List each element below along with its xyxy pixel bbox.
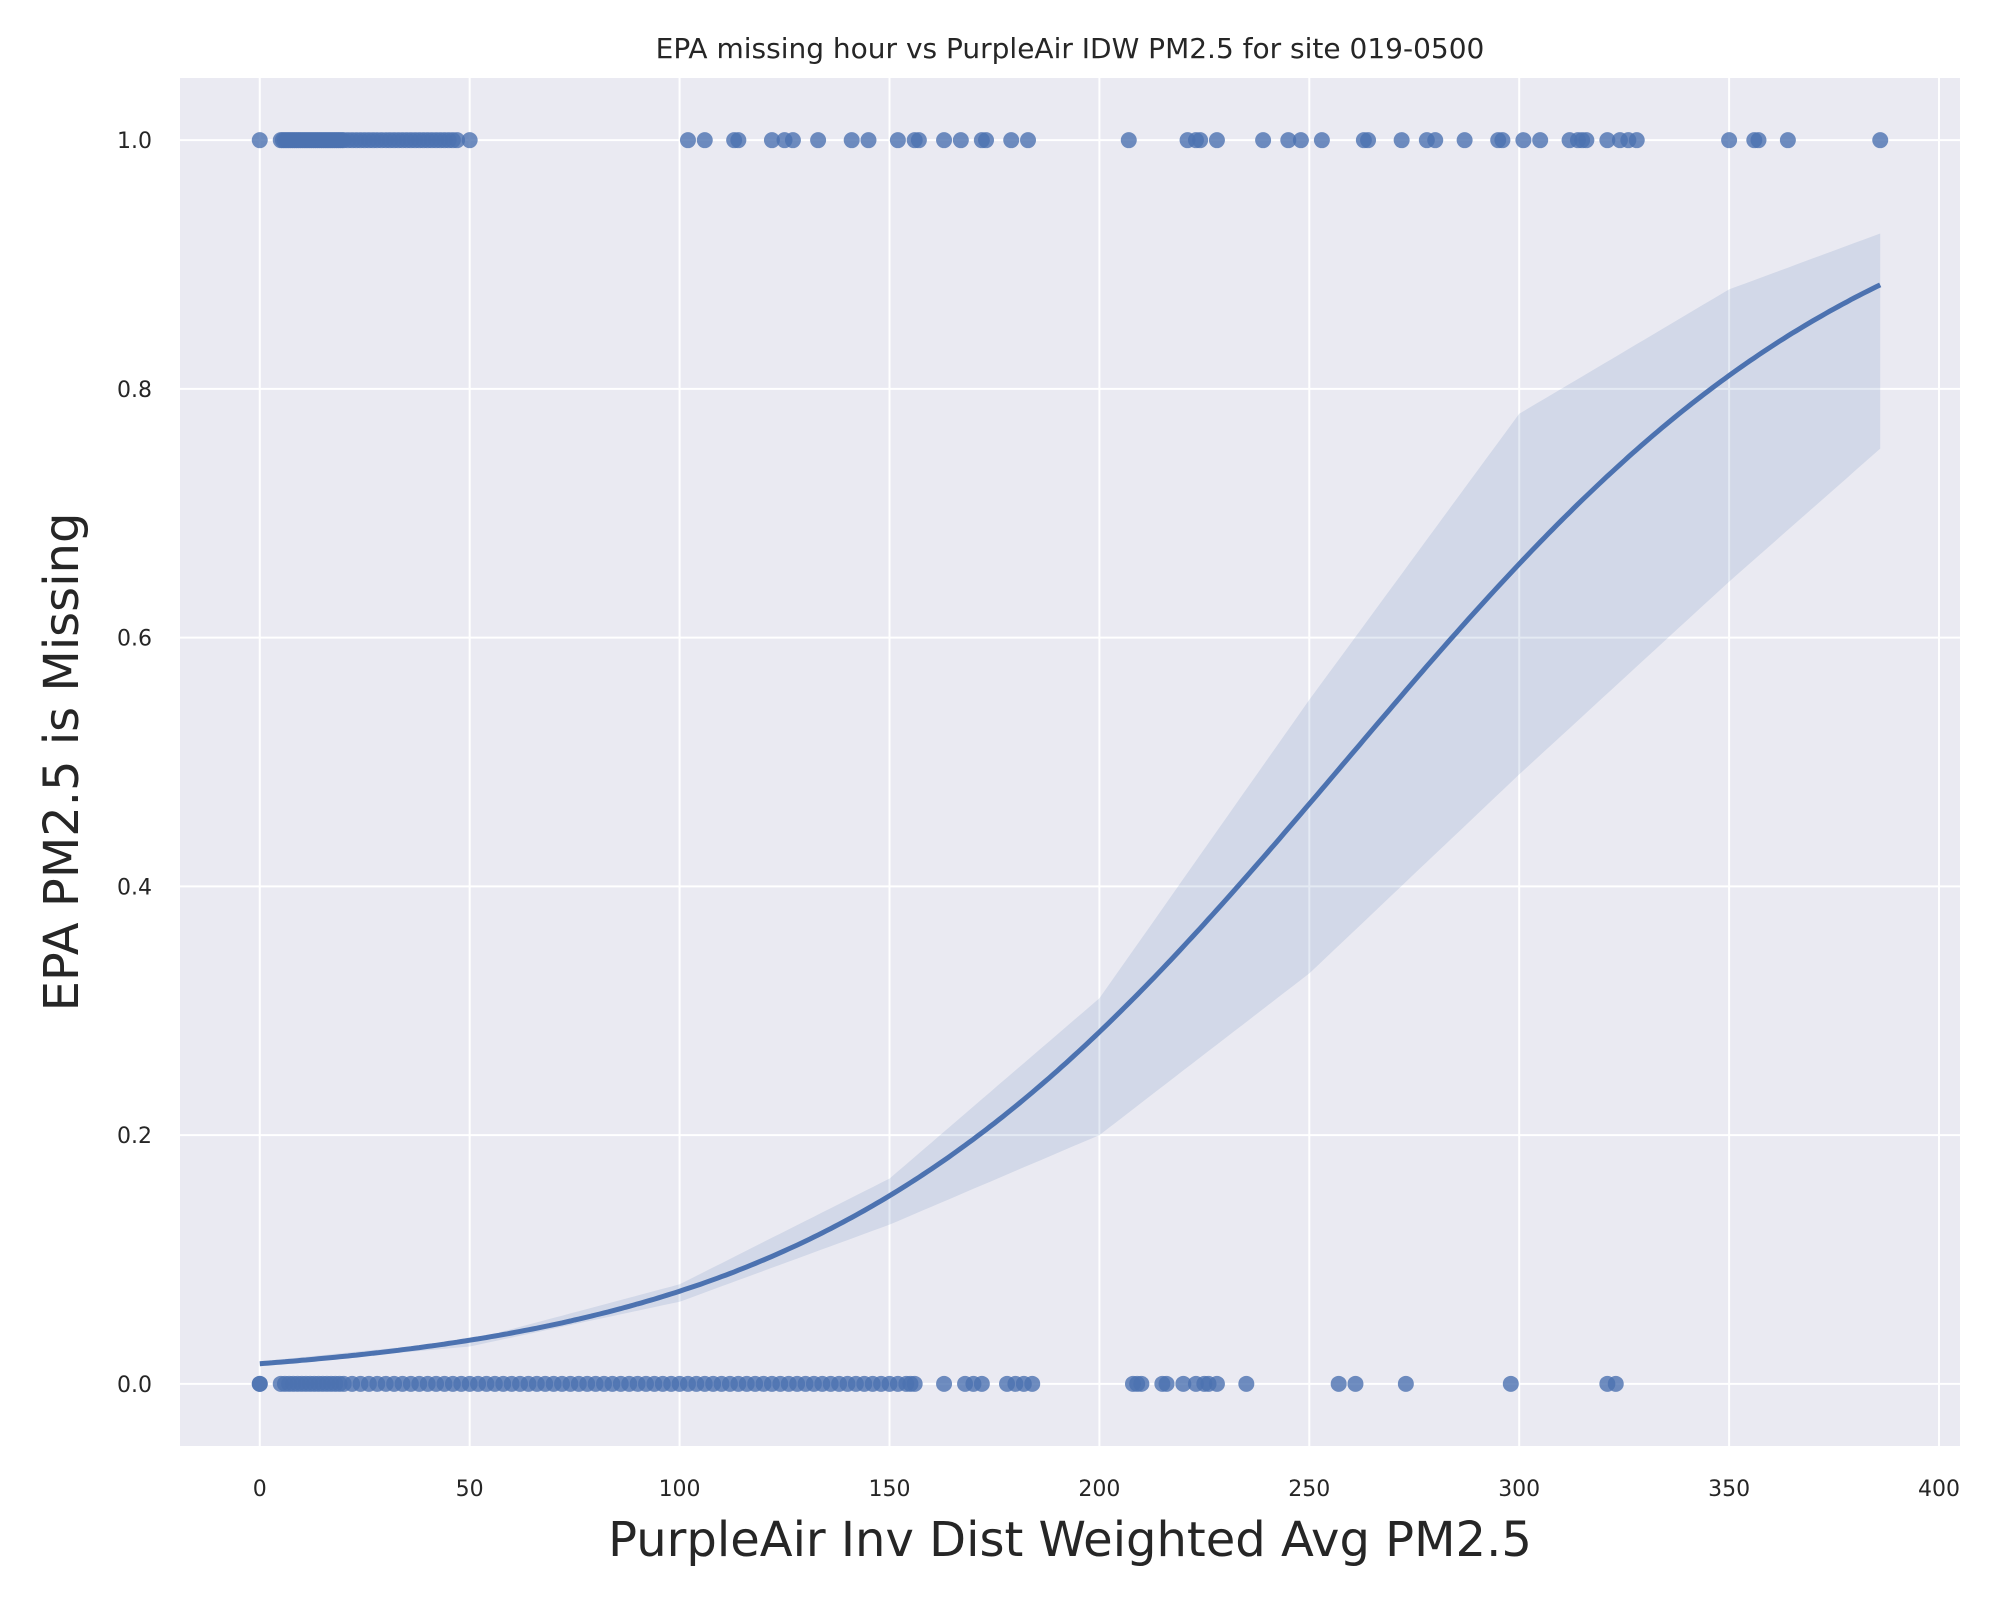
y-tick-label: 1.0	[117, 129, 152, 154]
chart-title: EPA missing hour vs PurpleAir IDW PM2.5 …	[656, 32, 1485, 65]
point-missing	[461, 132, 478, 149]
point-missing	[889, 132, 906, 149]
plot-background	[180, 78, 1960, 1446]
x-tick-label: 300	[1498, 1477, 1540, 1502]
point-missing	[1578, 132, 1595, 149]
point-present	[936, 1375, 953, 1392]
point-missing	[730, 132, 747, 149]
y-tick-label: 0.0	[117, 1373, 152, 1398]
point-missing	[1427, 132, 1444, 149]
y-tick-label: 0.4	[117, 875, 152, 900]
point-present	[1347, 1375, 1364, 1392]
point-missing	[1532, 132, 1549, 149]
x-tick-label: 200	[1078, 1477, 1120, 1502]
point-missing	[1292, 132, 1309, 149]
point-present	[1158, 1375, 1175, 1392]
point-present	[1330, 1375, 1347, 1392]
point-missing	[1779, 132, 1796, 149]
point-missing	[251, 132, 268, 149]
point-missing	[1208, 132, 1225, 149]
point-missing	[952, 132, 969, 149]
regression-line	[259, 282, 1882, 1367]
point-missing	[1120, 132, 1137, 149]
point-present	[1397, 1375, 1414, 1392]
x-tick-label: 250	[1288, 1477, 1330, 1502]
point-missing	[696, 132, 713, 149]
x-tick-label: 50	[456, 1477, 484, 1502]
point-present	[1208, 1375, 1225, 1392]
point-missing	[1456, 132, 1473, 149]
point-present	[251, 1375, 268, 1392]
point-missing	[784, 132, 801, 149]
scatter-points	[251, 132, 1889, 1392]
x-tick-label: 100	[659, 1477, 701, 1502]
point-missing	[1872, 132, 1889, 149]
point-missing	[1313, 132, 1330, 149]
point-missing	[1393, 132, 1410, 149]
point-missing	[1192, 132, 1209, 149]
point-missing	[763, 132, 780, 149]
point-missing	[1020, 132, 1037, 149]
point-missing	[1360, 132, 1377, 149]
x-tick-label: 0	[253, 1477, 267, 1502]
point-missing	[1280, 132, 1297, 149]
x-tick-label: 150	[868, 1477, 910, 1502]
regression-line-layer	[259, 282, 1882, 1367]
point-missing	[1599, 132, 1616, 149]
y-tick-label: 0.6	[117, 627, 152, 652]
tick-labels: 0 50 100 150 200 250 300 350 400 0.0 0.2 0.4 0.6 0.8 1…	[117, 129, 1960, 1502]
point-present	[1133, 1375, 1150, 1392]
point-missing	[1003, 132, 1020, 149]
y-axis-title: EPA PM2.5 is Missing	[34, 513, 90, 1012]
point-missing	[936, 132, 953, 149]
point-missing	[1494, 132, 1511, 149]
grid-lines	[180, 78, 1960, 1446]
point-present	[1024, 1375, 1041, 1392]
point-missing	[449, 132, 466, 149]
point-missing	[978, 132, 995, 149]
y-tick-label: 0.8	[117, 378, 152, 403]
point-missing	[860, 132, 877, 149]
point-missing	[910, 132, 927, 149]
point-present	[1502, 1375, 1519, 1392]
point-present	[1175, 1375, 1192, 1392]
confidence-band-layer	[259, 233, 1881, 1366]
point-present	[1238, 1375, 1255, 1392]
point-missing	[843, 132, 860, 149]
point-present	[973, 1375, 990, 1392]
x-tick-label: 400	[1918, 1477, 1960, 1502]
point-present	[906, 1375, 923, 1392]
y-tick-label: 0.2	[117, 1124, 152, 1149]
x-tick-label: 350	[1708, 1477, 1750, 1502]
x-axis-title: PurpleAir Inv Dist Weighted Avg PM2.5	[608, 1512, 1532, 1568]
point-missing	[1750, 132, 1767, 149]
point-missing	[810, 132, 827, 149]
point-missing	[1628, 132, 1645, 149]
point-missing	[1721, 132, 1738, 149]
confidence-band	[259, 233, 1881, 1366]
point-missing	[1255, 132, 1272, 149]
point-missing	[1515, 132, 1532, 149]
point-present	[1607, 1375, 1624, 1392]
point-missing	[679, 132, 696, 149]
